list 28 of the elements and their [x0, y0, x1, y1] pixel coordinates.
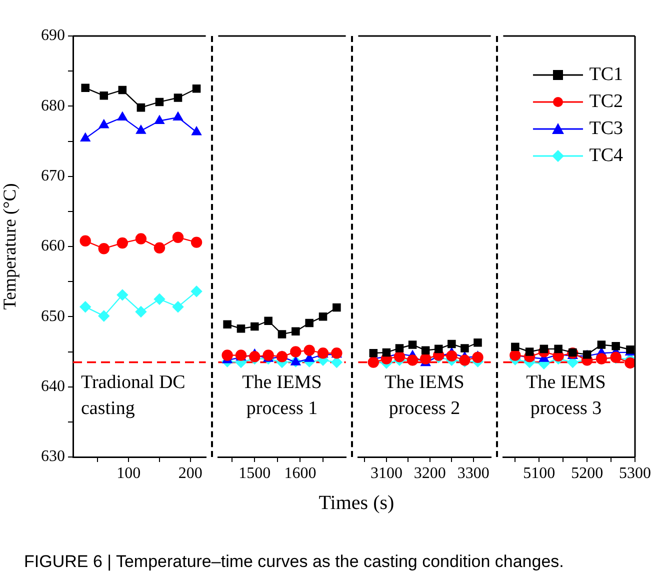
caption: FIGURE 6 | Temperature–time curves as the casting condition changes. [24, 552, 565, 572]
y-tick-label: 630 [41, 448, 65, 466]
annotation: The IEMS process 1 [241, 371, 323, 421]
x-tick-label: 5100 [523, 464, 556, 482]
x-tick-label: 100 [116, 464, 141, 482]
annotation: Tradional DC casting [81, 371, 186, 421]
x-tick-label: 3200 [414, 464, 446, 482]
y-tick-label: 660 [41, 238, 65, 255]
legend-label: TC2 [589, 90, 623, 112]
y-axis-title: Temperature (°C) [0, 183, 20, 310]
y-tick-label: 650 [41, 308, 65, 325]
x-tick-label: 5200 [571, 464, 604, 482]
x-tick-label: 1500 [238, 464, 271, 482]
y-tick-label: 680 [41, 97, 65, 114]
x-tick-label: 1600 [284, 464, 316, 482]
annotation: The IEMS process 2 [384, 371, 466, 421]
legend-label: TC3 [589, 118, 623, 140]
x-tick-label: 5300 [619, 464, 651, 482]
y-tick-label: 690 [41, 27, 65, 44]
x-tick-label: 3300 [457, 464, 490, 482]
y-tick-label: 670 [41, 168, 65, 185]
x-axis-title: Times (s) [318, 492, 396, 515]
annotation: The IEMS process 3 [525, 371, 607, 421]
x-tick-label: 200 [178, 464, 202, 482]
y-tick-label: 640 [41, 378, 65, 396]
legend-label: TC4 [589, 144, 623, 166]
legend-label: TC1 [589, 64, 623, 86]
x-tick-label: 3100 [370, 464, 402, 482]
